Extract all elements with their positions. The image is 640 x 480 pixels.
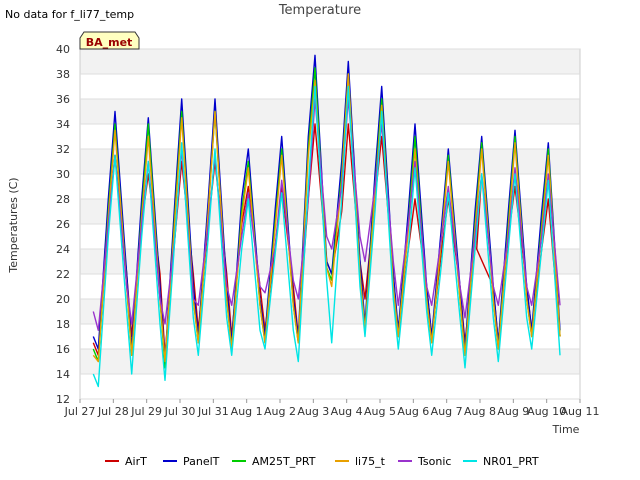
grid-band bbox=[80, 99, 580, 124]
grid-band bbox=[80, 199, 580, 224]
y-tick-label: 26 bbox=[56, 218, 70, 231]
grid-band bbox=[80, 349, 580, 374]
x-tick-label: Jul 28 bbox=[97, 405, 129, 418]
legend-label: li75_t bbox=[355, 455, 386, 468]
x-tick-label: Jul 27 bbox=[64, 405, 96, 418]
x-tick-label: Jul 30 bbox=[164, 405, 196, 418]
x-tick-label: Aug 7 bbox=[431, 405, 463, 418]
legend-label: NR01_PRT bbox=[483, 455, 539, 468]
no-data-note: No data for f_li77_temp bbox=[5, 8, 135, 21]
y-tick-label: 14 bbox=[56, 368, 70, 381]
y-tick-label: 30 bbox=[56, 168, 70, 181]
y-tick-label: 32 bbox=[56, 143, 70, 156]
x-tick-label: Aug 10 bbox=[527, 405, 566, 418]
site-tag-label: BA_met bbox=[86, 36, 133, 49]
legend-label: AM25T_PRT bbox=[252, 455, 316, 468]
y-tick-label: 18 bbox=[56, 318, 70, 331]
y-tick-label: 38 bbox=[56, 68, 70, 81]
y-tick-label: 22 bbox=[56, 268, 70, 281]
series-line-nr01-prt bbox=[92, 85, 561, 388]
y-tick-label: 20 bbox=[56, 293, 70, 306]
chart-title: Temperature bbox=[278, 3, 361, 18]
x-tick-label: Aug 5 bbox=[364, 405, 396, 418]
grid-band bbox=[80, 49, 580, 74]
legend-label: PanelT bbox=[183, 455, 220, 468]
x-tick-label: Aug 8 bbox=[464, 405, 496, 418]
y-axis-label: Temperatures (C) bbox=[7, 177, 20, 273]
plot-bands bbox=[80, 49, 580, 374]
legend-label: Tsonic bbox=[417, 455, 451, 468]
x-tick-label: Aug 6 bbox=[397, 405, 429, 418]
y-tick-label: 16 bbox=[56, 343, 70, 356]
site-tag: BA_met bbox=[79, 31, 140, 50]
legend: AirT PanelT AM25T_PRT li75_t Tsonic NR01_PRT bbox=[105, 455, 539, 468]
grid-band bbox=[80, 149, 580, 174]
y-tick-label: 28 bbox=[56, 193, 70, 206]
series-line-li75-t bbox=[92, 73, 561, 363]
y-tick-label: 12 bbox=[56, 393, 70, 406]
y-tick-label: 40 bbox=[56, 43, 70, 56]
x-tick-label: Jul 31 bbox=[197, 405, 229, 418]
y-tick-label: 34 bbox=[56, 118, 70, 131]
x-tick-label: Jul 29 bbox=[130, 405, 162, 418]
x-tick-label: Aug 3 bbox=[297, 405, 329, 418]
y-tick-label: 24 bbox=[56, 243, 70, 256]
y-tick-label: 36 bbox=[56, 93, 70, 106]
series-lines bbox=[92, 54, 561, 388]
y-ticks: 12 14 16 18 20 22 24 26 28 30 32 34 36 38 40 bbox=[56, 43, 70, 406]
x-tick-label: Aug 11 bbox=[561, 405, 600, 418]
x-axis-label: Time bbox=[552, 423, 580, 436]
x-tick-label: Aug 4 bbox=[331, 405, 363, 418]
legend-label: AirT bbox=[125, 455, 147, 468]
x-tick-label: Aug 9 bbox=[497, 405, 529, 418]
x-tick-label: Aug 1 bbox=[231, 405, 263, 418]
x-ticks: Jul 27 Jul 28 Jul 29 Jul 30 Jul 31 Aug 1 Aug 2… bbox=[64, 399, 600, 418]
x-tick-label: Aug 2 bbox=[264, 405, 296, 418]
